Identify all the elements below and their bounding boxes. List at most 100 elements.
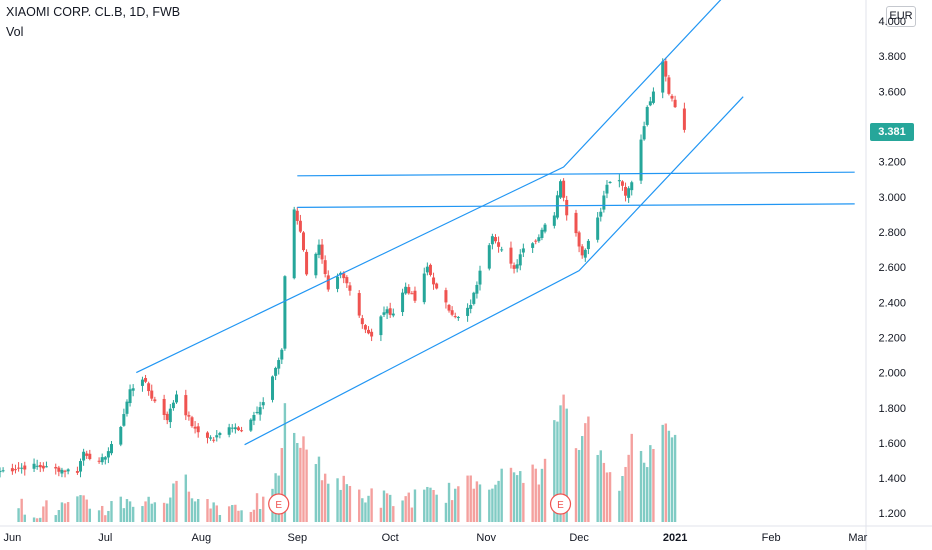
volume-bar (494, 484, 497, 522)
chart-title: XIAOMI CORP. CL.B, 1D, FWB (6, 5, 181, 19)
volume-bar (20, 498, 23, 522)
volume-bar (299, 447, 302, 522)
volume-bar (348, 485, 352, 522)
candle-body (106, 451, 110, 458)
candle-body (196, 426, 200, 433)
candle-body (342, 273, 346, 279)
candle-body (85, 453, 89, 456)
candle-body (490, 236, 494, 245)
volume-bar (190, 498, 194, 522)
volume-bar (639, 450, 643, 522)
volume-bar (252, 509, 256, 522)
volume-bar (215, 505, 218, 522)
currency-button[interactable]: EUR (886, 6, 916, 27)
candle-body (171, 402, 175, 409)
x-tick-label: Jul (98, 532, 112, 544)
candle-body (317, 244, 321, 255)
candle-body (38, 464, 42, 468)
volume-bar (559, 405, 562, 522)
earnings-marker-label: E (275, 500, 282, 511)
volume-bar (17, 508, 20, 522)
volume-bar (385, 493, 389, 522)
y-tick-label: 1.400 (878, 473, 906, 485)
volume-bar (283, 403, 287, 522)
candle-body (599, 211, 603, 217)
volume-bar (407, 492, 410, 522)
candle-body (367, 329, 371, 334)
candle-body (100, 457, 104, 463)
volume-bar (184, 474, 188, 522)
volume-bar (227, 506, 231, 522)
volume-bar (602, 462, 606, 522)
volume-bar (296, 442, 299, 522)
candle-body (320, 244, 324, 260)
candle-body (407, 287, 411, 294)
candle-body (391, 313, 395, 316)
volume-bar (392, 506, 395, 522)
candle-body (466, 307, 470, 316)
candle-body (345, 277, 349, 284)
volume-bar (472, 488, 476, 522)
volume-bar (361, 498, 364, 522)
candle-body (162, 398, 166, 415)
volume-bar (175, 480, 178, 522)
volume-bar (218, 514, 222, 522)
candle-body (388, 308, 392, 315)
candle-body (41, 465, 45, 469)
candle-body (20, 467, 24, 469)
volume-bar (320, 480, 324, 522)
candle-body (187, 415, 191, 417)
volume-bar (509, 467, 513, 522)
candle-body (66, 469, 70, 472)
volume-bar (404, 496, 407, 522)
volume-bar (608, 472, 612, 522)
volume-bar (522, 482, 525, 522)
volume-bar (234, 504, 237, 522)
volume-bar (565, 408, 568, 522)
volume-bar (450, 500, 454, 522)
volume-bar (122, 508, 126, 522)
volume-bar (100, 505, 104, 522)
candle-body (140, 379, 144, 386)
candle-body (128, 389, 132, 404)
candle-body (531, 243, 535, 248)
candle-body (543, 224, 547, 232)
volume-bar (153, 502, 157, 522)
volume-bar (97, 510, 101, 522)
volume-bar (187, 491, 191, 522)
volume-bar (82, 495, 85, 522)
y-tick-label: 1.800 (878, 403, 906, 415)
volume-bar (66, 502, 70, 522)
candle-body (602, 195, 606, 210)
candle-body (35, 465, 39, 467)
volume-bar (104, 515, 107, 522)
volume-bar (166, 503, 169, 522)
volume-bar (342, 475, 345, 522)
candle-body (645, 106, 649, 125)
candle-body (577, 232, 581, 247)
candle-body (233, 427, 237, 430)
candle-body (580, 246, 584, 256)
volume-bar (172, 483, 175, 522)
volume-label: Vol (6, 25, 24, 39)
candle-body (17, 467, 21, 469)
volume-bar (305, 449, 308, 522)
volume-bar (231, 505, 234, 522)
volume-bar (401, 500, 404, 522)
volume-bar (596, 454, 599, 522)
candle-body (422, 273, 426, 303)
candle-body (205, 432, 209, 438)
x-tick-label: Oct (382, 532, 399, 544)
candle-body (227, 427, 231, 435)
y-tick-label: 3.800 (878, 51, 906, 63)
candle-body (682, 108, 686, 130)
candle-body (44, 466, 48, 468)
candle-body (298, 220, 302, 232)
candle-body (32, 463, 36, 469)
candle-body (624, 186, 628, 196)
volume-bar (345, 484, 349, 522)
volume-bar (488, 489, 491, 522)
candle-body (639, 139, 643, 181)
volume-bar (169, 497, 172, 522)
